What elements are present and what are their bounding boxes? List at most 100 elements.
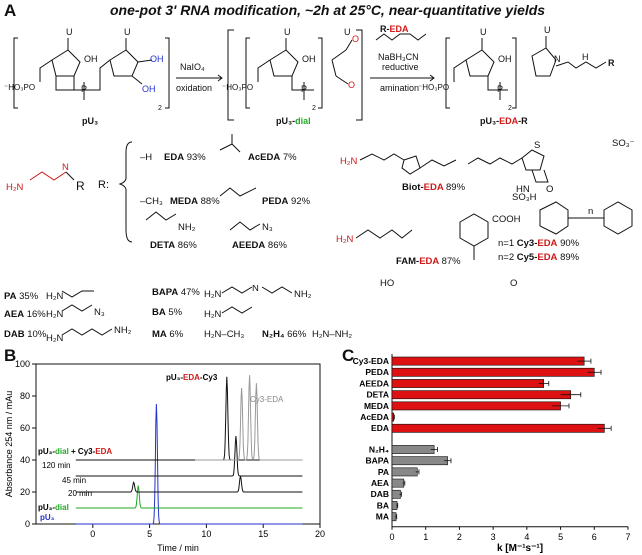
rate-bar bbox=[391, 367, 595, 377]
reagent-r-eda: R-EDA bbox=[380, 24, 409, 34]
rate-bar bbox=[391, 423, 605, 433]
compound-pu3-dial: pU₃-dial bbox=[276, 116, 311, 126]
ma-formula: H₂N–CH₃ bbox=[204, 329, 244, 340]
r-group-aceda: AcEDA 7% bbox=[248, 152, 297, 163]
nh2-bapa: NH₂ bbox=[294, 289, 312, 300]
compound-pu3: pU₃ bbox=[82, 116, 98, 126]
ho3po-2: ⁻HO₃PO bbox=[222, 83, 253, 92]
ho3po-3: ⁻HO₃PO bbox=[418, 83, 449, 92]
p-atom-3: P bbox=[497, 84, 503, 94]
n3-aeeda: N₃ bbox=[262, 222, 273, 233]
panel-a-header: one-pot 3' RNA modification, ~2h at 25°C… bbox=[110, 2, 546, 18]
hplc-ytick-label: 80 bbox=[20, 391, 30, 401]
hplc-trace bbox=[195, 375, 303, 461]
ho-fam: HO bbox=[380, 278, 394, 289]
reaction-scheme: U U OH OH OH P 2 ⁻HO₃PO NaIO₄ oxidation … bbox=[4, 24, 615, 126]
repeat-sub-3: 2 bbox=[508, 105, 512, 112]
hplc-trace bbox=[75, 475, 303, 493]
conj-cy3: n=1 Cy3-EDA 90% bbox=[498, 238, 580, 249]
hplc-ytick-label: 100 bbox=[15, 359, 30, 369]
r-group-eda: EDA 93% bbox=[164, 152, 206, 163]
rate-category-label: N₂H₄ bbox=[369, 444, 389, 454]
reagent-amination: amination bbox=[380, 83, 419, 93]
o-atom-2: O bbox=[348, 80, 355, 90]
hplc-xlabel: Time / min bbox=[157, 543, 199, 553]
conj-cy5: n=2 Cy5-EDA 89% bbox=[498, 252, 580, 263]
rate-category-label: EDA bbox=[371, 423, 389, 433]
compound-pu3-eda-r: pU₃-EDA-R bbox=[480, 116, 528, 126]
hplc-label-dial: pU₃-dial bbox=[38, 503, 69, 512]
nh2-dab: NH₂ bbox=[114, 325, 132, 336]
r-group-meda: MEDA 88% bbox=[170, 196, 220, 207]
reagent-naio4: NaIO₄ bbox=[180, 62, 205, 72]
rate-bar bbox=[391, 401, 561, 411]
amines-list: PA 35% AEA 16% DAB 10% H₂N H₂N N₃ H₂N NH… bbox=[4, 285, 352, 344]
r-ch3: –CH₃ bbox=[140, 196, 163, 207]
oh-4: OH bbox=[302, 54, 316, 64]
rate-category-label: BAPA bbox=[366, 456, 389, 466]
hplc-label-45: 45 min bbox=[62, 476, 86, 485]
panel-b-letter: B bbox=[4, 346, 17, 365]
rate-bar bbox=[391, 390, 571, 400]
o-atom-1: O bbox=[352, 34, 359, 44]
rate-category-label: Cy3-EDA bbox=[353, 356, 389, 366]
amine-aea: AEA 16% bbox=[4, 309, 46, 320]
repeat-sub-1: 2 bbox=[158, 105, 162, 112]
hplc-label-120: 120 min bbox=[42, 461, 70, 470]
hplc-plot-frame bbox=[35, 363, 321, 525]
core-nh: N bbox=[62, 162, 69, 173]
core-r: R bbox=[76, 179, 85, 193]
hplc-xtick-label: 20 bbox=[315, 529, 325, 539]
rate-category-label: DAB bbox=[371, 489, 389, 499]
hplc-xtick-label: 10 bbox=[201, 529, 211, 539]
r-prefix: R: bbox=[98, 179, 109, 191]
o-fam: O bbox=[510, 278, 517, 289]
rate-bar bbox=[391, 478, 405, 488]
rate-category-label: AEA bbox=[371, 478, 389, 488]
oh-2: OH bbox=[150, 54, 164, 64]
rate-xtick-label: 5 bbox=[558, 532, 563, 542]
hplc-label-reagent: Cy3-EDA bbox=[250, 395, 284, 404]
hplc-ytick-label: 60 bbox=[20, 423, 30, 433]
ho3po-1: ⁻HO₃PO bbox=[4, 83, 35, 92]
h2n-dab: H₂N bbox=[46, 333, 64, 344]
oh-5: OH bbox=[498, 54, 512, 64]
rate-bar bbox=[391, 501, 398, 510]
h2n-ba: H₂N bbox=[204, 309, 222, 320]
hplc-trace bbox=[75, 403, 303, 525]
rate-category-label: DETA bbox=[366, 390, 389, 400]
rate-xtick-label: 2 bbox=[457, 532, 462, 542]
reagent-oxidation: oxidation bbox=[176, 83, 212, 93]
h2n-pa: H₂N bbox=[46, 291, 64, 302]
r-h: –H bbox=[140, 152, 152, 163]
oh-1: OH bbox=[84, 54, 98, 64]
panel-a-letter: A bbox=[4, 1, 17, 20]
n-atom-ring: N bbox=[554, 54, 561, 64]
amine-bapa: BAPA 47% bbox=[152, 287, 200, 298]
base-u-5: U bbox=[480, 27, 487, 37]
r-group-peda: PEDA 92% bbox=[262, 196, 311, 207]
r-label-product: R bbox=[608, 58, 615, 68]
rate-category-label: BA bbox=[377, 500, 389, 510]
oh-3: OH bbox=[142, 84, 156, 94]
p-atom-2: P bbox=[301, 84, 307, 94]
nh-bapa: N bbox=[252, 285, 259, 294]
rate-bar bbox=[391, 489, 401, 499]
amine-ma: MA 6% bbox=[152, 329, 184, 340]
so3-cy: SO₃⁻ bbox=[612, 138, 635, 149]
base-u-4: U bbox=[344, 27, 351, 37]
hplc-xtick-label: 15 bbox=[258, 529, 268, 539]
base-u-6: U bbox=[544, 25, 551, 35]
r-group-deta: DETA 86% bbox=[150, 240, 197, 251]
r-groups-scheme: H₂N N R R: –H EDA 93% –CH₃ MEDA 88% NH₂ … bbox=[6, 134, 635, 289]
o-biot: O bbox=[546, 184, 553, 195]
h2n-fam: H₂N bbox=[336, 234, 354, 245]
rate-category-label: PA bbox=[378, 467, 389, 477]
rate-category-label: MEDA bbox=[364, 401, 389, 411]
h2n-aea: H₂N bbox=[46, 309, 64, 320]
rate-bar bbox=[391, 467, 418, 477]
panel-c-letter: C bbox=[342, 346, 355, 365]
hplc-ytick-label: 0 bbox=[25, 519, 30, 529]
amine-dab: DAB 10% bbox=[4, 329, 47, 340]
core-h2n: H₂N bbox=[6, 182, 24, 193]
